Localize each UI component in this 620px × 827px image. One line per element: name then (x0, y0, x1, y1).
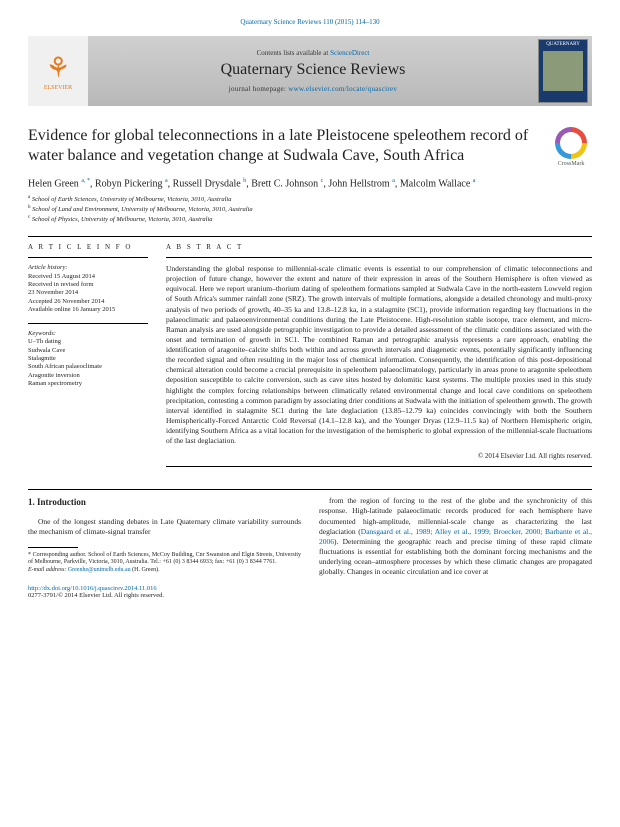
intro-para-left: One of the longest standing debates in L… (28, 517, 301, 537)
abstract-copyright: © 2014 Elsevier Ltd. All rights reserved… (166, 452, 592, 460)
history-label: Article history: (28, 264, 68, 271)
crossmark-badge[interactable]: CrossMark (550, 126, 592, 168)
journal-cover-thumbnail: QUATERNARY (538, 39, 588, 103)
cover-image (543, 51, 583, 91)
body-col-right: from the region of forcing to the rest o… (319, 496, 592, 577)
elsevier-tree-icon: ⚘ (45, 51, 70, 85)
contents-prefix: Contents lists available at (257, 49, 331, 57)
journal-header: ⚘ ELSEVIER Contents lists available at S… (28, 36, 592, 106)
author-list: Helen Green a, *, Robyn Pickering a, Rus… (28, 178, 592, 189)
issn-copyright: 0277-3791/© 2014 Elsevier Ltd. All right… (28, 592, 164, 599)
author-email-link[interactable]: Greenhe@unimelb.edu.au (68, 567, 131, 573)
page-footer: http://dx.doi.org/10.1016/j.quascirev.20… (28, 585, 592, 599)
homepage-prefix: journal homepage: (229, 85, 288, 93)
intro-para-right: from the region of forcing to the rest o… (319, 496, 592, 577)
article-info-heading: A R T I C L E I N F O (28, 243, 148, 251)
intro-text-2: ). Determining the geographic reach and … (319, 537, 592, 576)
divider (28, 236, 592, 237)
homepage-link[interactable]: www.elsevier.com/locate/quascirev (288, 85, 397, 93)
body-col-left: 1. Introduction One of the longest stand… (28, 496, 301, 577)
homepage-line: journal homepage: www.elsevier.com/locat… (88, 85, 538, 93)
doi-link[interactable]: http://dx.doi.org/10.1016/j.quascirev.20… (28, 585, 157, 592)
body-two-column: 1. Introduction One of the longest stand… (28, 496, 592, 577)
doi-block: http://dx.doi.org/10.1016/j.quascirev.20… (28, 585, 164, 599)
journal-name: Quaternary Science Reviews (88, 61, 538, 79)
email-suffix: (H. Green). (131, 567, 160, 573)
sciencedirect-link[interactable]: ScienceDirect (330, 49, 369, 57)
intro-heading: 1. Introduction (28, 496, 301, 508)
citation-header: Quaternary Science Reviews 110 (2015) 11… (28, 18, 592, 26)
footnote-divider (28, 547, 78, 548)
article-info-sidebar: A R T I C L E I N F O Article history: R… (28, 243, 148, 473)
footnote-email-line: E-mail address: Greenhe@unimelb.edu.au (… (28, 567, 301, 575)
journal-header-center: Contents lists available at ScienceDirec… (88, 49, 538, 93)
affiliations: a School of Earth Sciences, University o… (28, 195, 592, 224)
abstract-heading: A B S T R A C T (166, 243, 592, 251)
elsevier-logo: ⚘ ELSEVIER (28, 36, 88, 106)
article-title: Evidence for global teleconnections in a… (28, 126, 542, 166)
article-history: Article history: Received 15 August 2014… (28, 264, 148, 315)
contents-line: Contents lists available at ScienceDirec… (88, 49, 538, 57)
abstract-text: Understanding the global response to mil… (166, 264, 592, 446)
crossmark-icon (555, 127, 587, 159)
keywords-label: Keywords: (28, 330, 56, 337)
crossmark-label: CrossMark (558, 161, 585, 167)
footnote-address: * Corresponding author. School of Earth … (28, 552, 301, 567)
corresponding-author-footnote: * Corresponding author. School of Earth … (28, 552, 301, 575)
email-label: E-mail address: (28, 567, 68, 573)
elsevier-label: ELSEVIER (44, 85, 72, 91)
keywords-block: Keywords: U–Th datingSudwala CaveStalagm… (28, 330, 148, 389)
abstract-column: A B S T R A C T Understanding the global… (166, 243, 592, 473)
cover-title: QUATERNARY (546, 42, 580, 47)
